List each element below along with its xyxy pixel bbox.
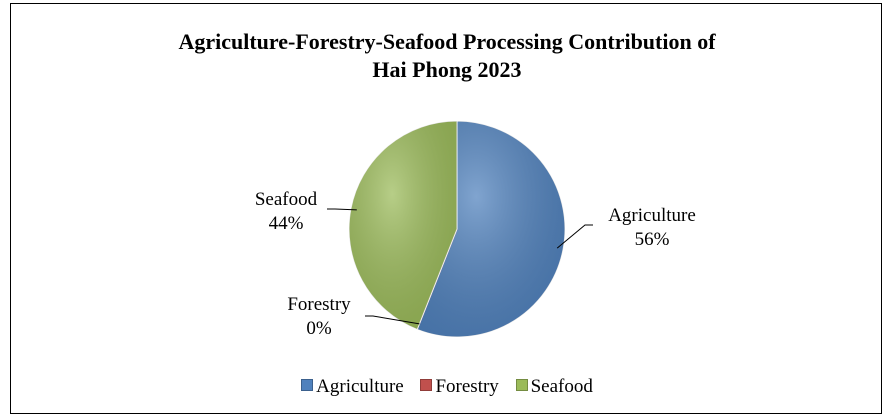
pie-slice-shade-agriculture <box>417 121 565 337</box>
legend-item-agriculture: Agriculture <box>301 376 404 398</box>
legend-label-seafood: Seafood <box>530 376 593 397</box>
chart-legend: Agriculture Forestry Seafood <box>11 376 883 398</box>
chart-title: Agriculture-Forestry-Seafood Processing … <box>11 28 883 84</box>
chart-title-line-2: Hai Phong 2023 <box>372 57 522 82</box>
legend-item-forestry: Forestry <box>420 376 499 398</box>
legend-label-forestry: Forestry <box>435 376 499 397</box>
leader-line-agriculture <box>556 224 593 249</box>
leader-line-forestry <box>365 315 420 325</box>
slice-label-agriculture: Agriculture <box>608 205 696 226</box>
legend-item-seafood: Seafood <box>515 376 593 398</box>
legend-swatch-forestry <box>420 379 433 391</box>
pie-chart: Agriculture 56% Forestry 0% Seafood 44% <box>255 120 696 339</box>
legend-label-agriculture: Agriculture <box>316 376 404 397</box>
chart-title-line-1: Agriculture-Forestry-Seafood Processing … <box>178 29 716 54</box>
slice-label-seafood: Seafood <box>255 189 318 210</box>
leader-line-seafood <box>327 208 357 211</box>
slice-value-agriculture: 56% <box>635 229 670 250</box>
slice-value-seafood: 44% <box>269 213 304 234</box>
pie-slice-shade-seafood <box>349 121 457 330</box>
chart-frame: Agriculture-Forestry-Seafood Processing … <box>10 3 882 414</box>
slice-label-forestry: Forestry <box>287 294 351 315</box>
slice-value-forestry: 0% <box>306 318 332 339</box>
legend-swatch-seafood <box>515 379 528 391</box>
legend-swatch-agriculture <box>301 379 314 391</box>
